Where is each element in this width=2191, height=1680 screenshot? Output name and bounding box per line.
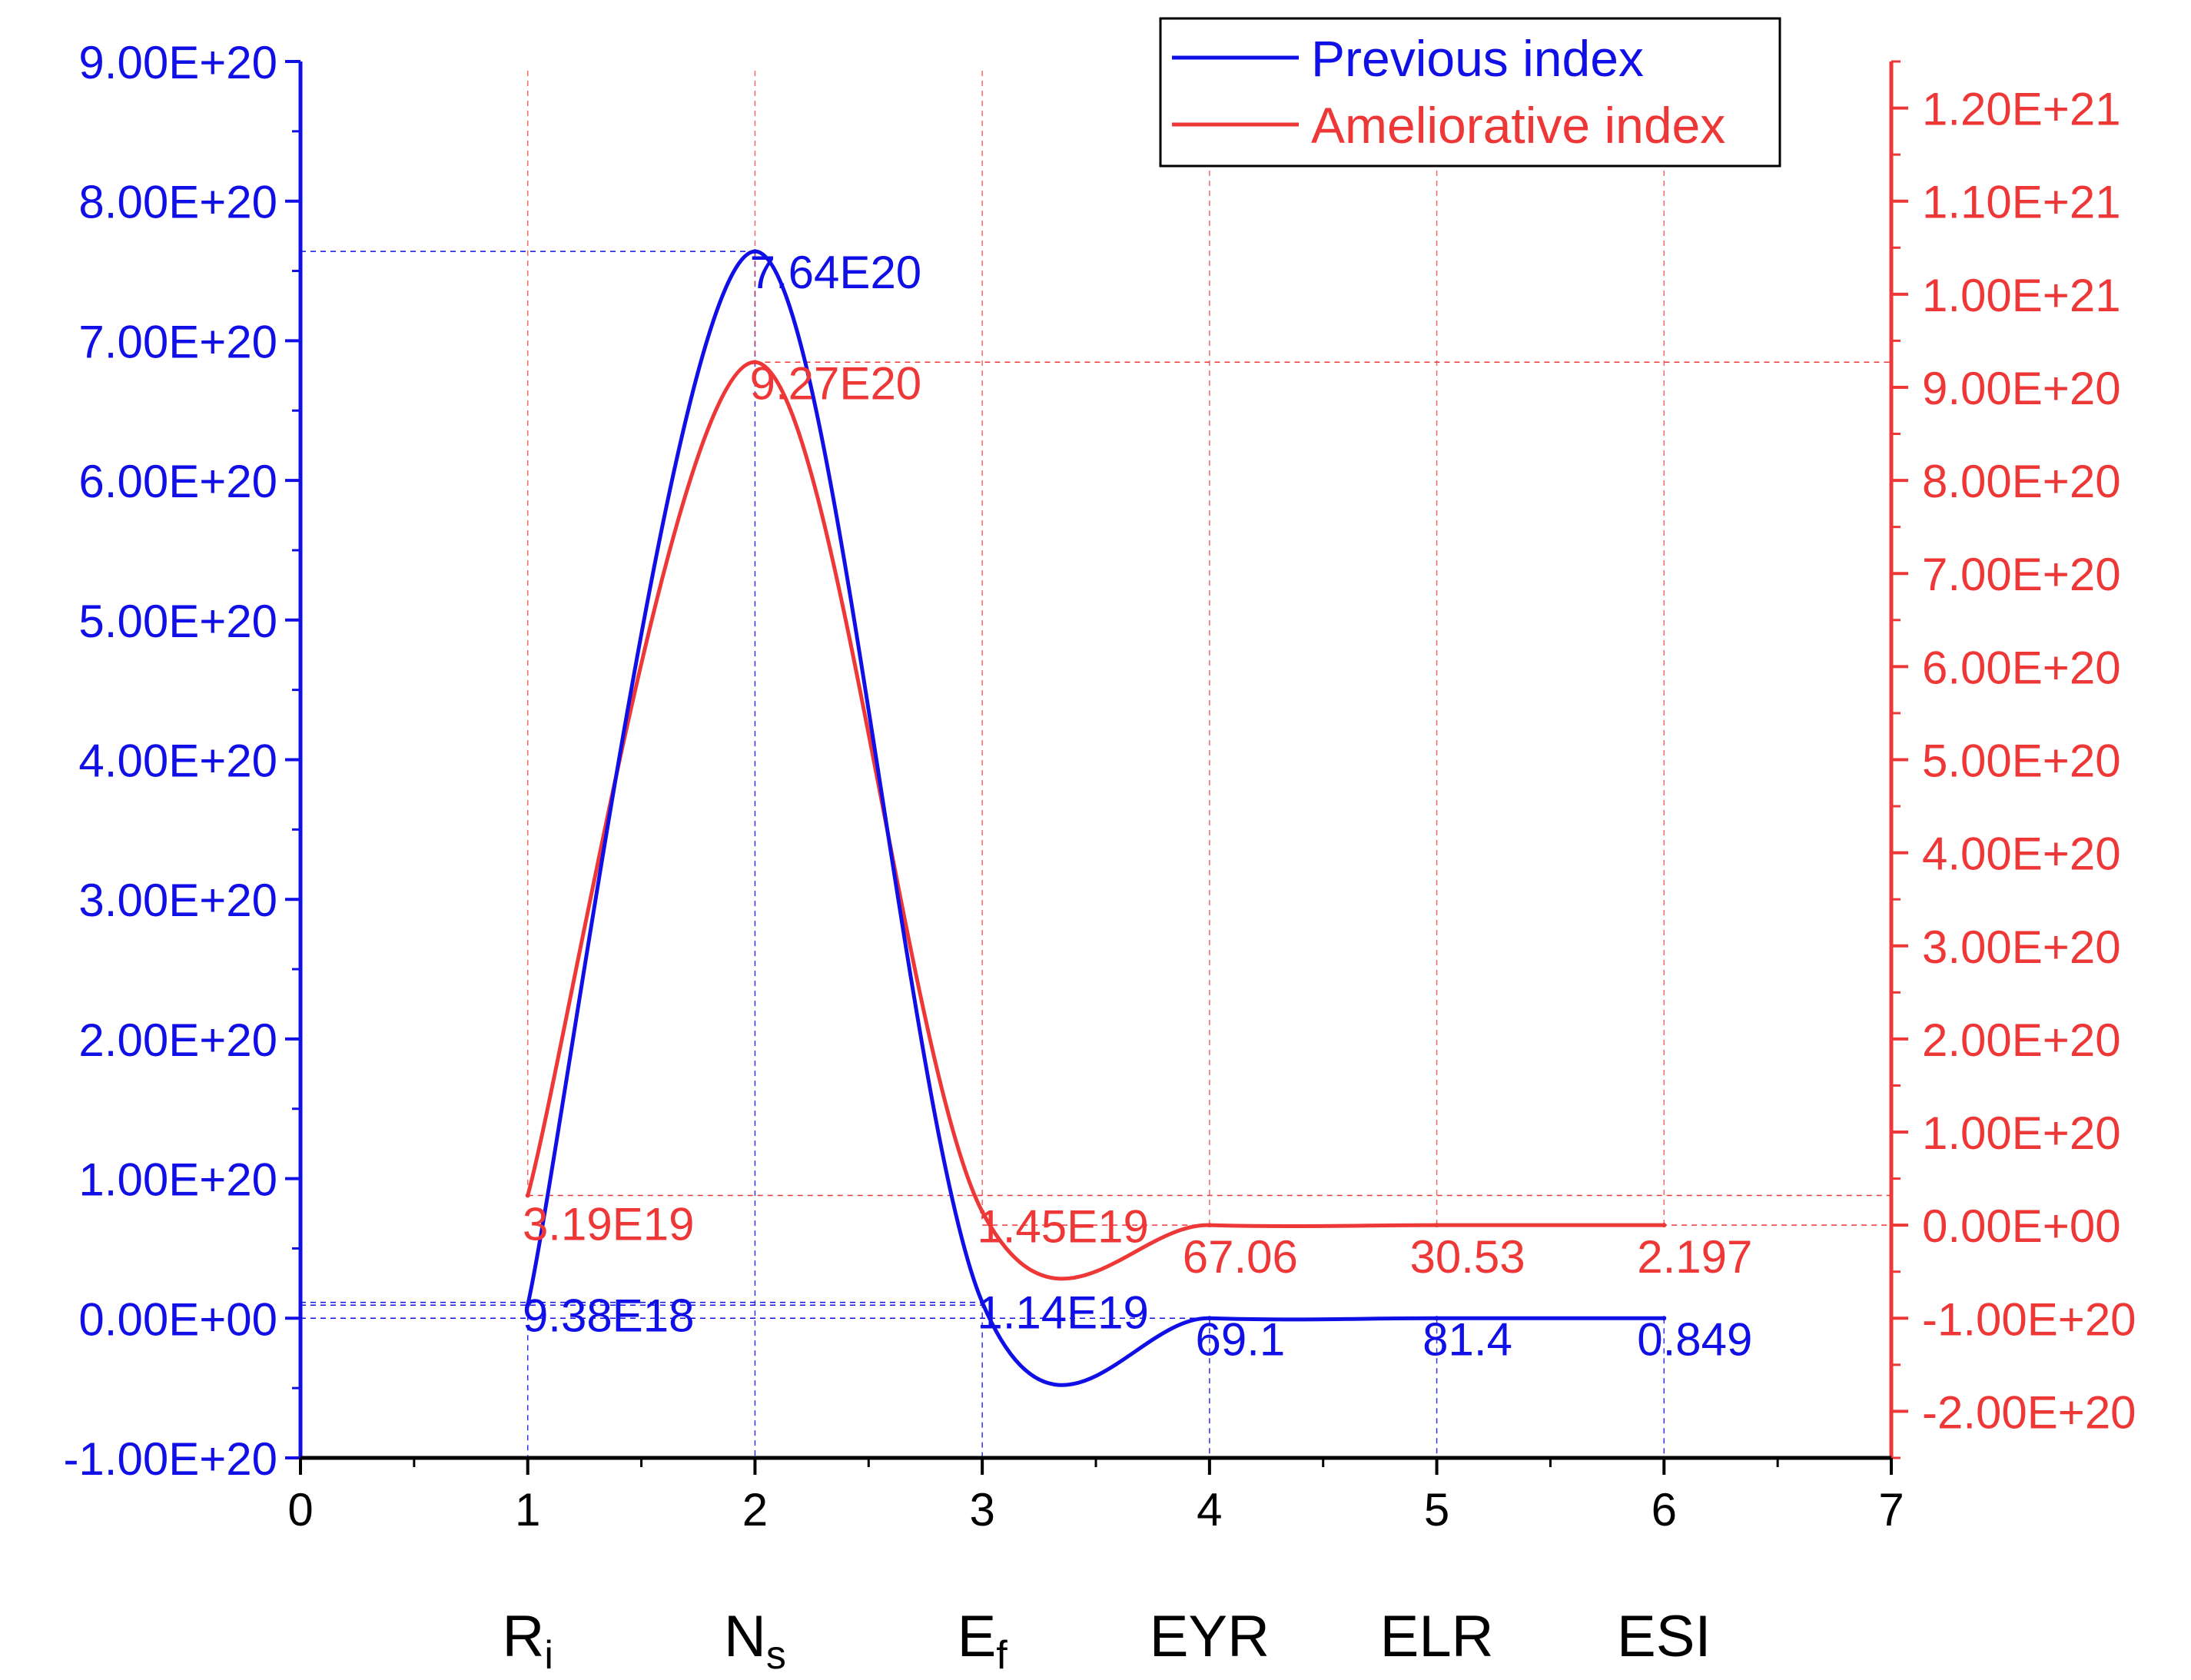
y-left-tick-label: 6.00E+20 <box>78 456 277 507</box>
data-label-ameliorative: 1.45E19 <box>977 1201 1149 1253</box>
legend-label-previous: Previous index <box>1311 30 1644 87</box>
y-left-tick-label: 3.00E+20 <box>78 875 277 926</box>
y-right-tick-label: 1.20E+21 <box>1922 84 2121 135</box>
data-label-ameliorative: 9.27E20 <box>750 357 922 409</box>
category-label-base: N <box>723 1604 766 1669</box>
y-right-tick-label: 6.00E+20 <box>1922 642 2121 693</box>
x-tick-label: 2 <box>742 1484 768 1536</box>
data-point-ameliorative <box>1662 1223 1667 1228</box>
data-label-previous: 9.38E18 <box>523 1290 695 1341</box>
data-label-ameliorative: 3.19E19 <box>523 1199 695 1250</box>
category-label-base: E <box>957 1604 997 1669</box>
x-tick-label: 0 <box>287 1484 313 1536</box>
y-right-tick-label: -1.00E+20 <box>1922 1293 2136 1345</box>
y-right-tick-label: 1.00E+20 <box>1922 1107 2121 1159</box>
data-label-ameliorative: 30.53 <box>1409 1231 1525 1283</box>
legend: Previous index Ameliorative index <box>1159 17 1781 168</box>
x-tick-label: 6 <box>1652 1484 1677 1536</box>
category-label-base: EYR <box>1149 1604 1270 1669</box>
category-label-base: ELR <box>1379 1604 1494 1669</box>
y-left-tick-label: 7.00E+20 <box>78 316 277 367</box>
y-left-tick-label: 0.00E+00 <box>78 1293 277 1345</box>
y-right-tick-label: 4.00E+20 <box>1922 828 2121 880</box>
data-point-previous <box>1434 1316 1439 1321</box>
data-label-ameliorative: 67.06 <box>1183 1231 1298 1283</box>
y-right-tick-label: -2.00E+20 <box>1922 1386 2136 1438</box>
y-right-tick-label: 1.00E+21 <box>1922 270 2121 321</box>
y-right-tick-label: 8.00E+20 <box>1922 456 2121 507</box>
x-tick-label: 7 <box>1878 1484 1904 1536</box>
data-point-previous <box>1207 1316 1212 1321</box>
y-left-tick-label: 9.00E+20 <box>78 37 277 88</box>
y-left-tick-label: 2.00E+20 <box>78 1014 277 1066</box>
data-label-previous: 7.64E20 <box>750 247 922 298</box>
data-point-previous <box>752 249 758 254</box>
category-label: ELR <box>1380 1608 1494 1666</box>
category-label: EYR <box>1150 1608 1270 1666</box>
category-label: ESI <box>1617 1608 1711 1666</box>
data-label-previous: 0.849 <box>1637 1313 1752 1365</box>
y-right-tick-label: 3.00E+20 <box>1922 921 2121 973</box>
y-right-tick-label: 7.00E+20 <box>1922 549 2121 600</box>
x-tick-label: 5 <box>1424 1484 1449 1536</box>
category-label-base: R <box>502 1604 545 1669</box>
legend-label-ameliorative: Ameliorative index <box>1311 97 1725 154</box>
category-label-subscript: i <box>544 1633 553 1678</box>
data-point-previous <box>980 1300 985 1305</box>
y-right-tick-label: 1.10E+21 <box>1922 177 2121 228</box>
data-label-previous: 1.14E19 <box>977 1287 1149 1339</box>
category-label-base: ESI <box>1617 1604 1711 1669</box>
data-point-ameliorative <box>525 1193 530 1198</box>
y-left-tick-label: 8.00E+20 <box>78 177 277 228</box>
data-point-previous <box>1662 1316 1667 1321</box>
data-point-previous <box>525 1303 530 1308</box>
y-left-tick-label: 4.00E+20 <box>78 735 277 787</box>
x-tick-label: 4 <box>1197 1484 1222 1536</box>
guide-lines <box>300 71 1891 1458</box>
category-label: Ri <box>502 1608 553 1678</box>
y-right-tick-label: 2.00E+20 <box>1922 1014 2121 1066</box>
data-labels: 9.38E18 3.19E19 7.64E20 9.27E20 1.14E19 1.45E… <box>523 247 1752 1365</box>
y-left-tick-label: -1.00E+20 <box>63 1433 277 1485</box>
series-line-ameliorative <box>526 360 1665 1281</box>
category-label-subscript: f <box>996 1633 1008 1678</box>
x-tick-label: 1 <box>515 1484 540 1536</box>
y-left-tick-label: 1.00E+20 <box>78 1154 277 1206</box>
data-label-previous: 81.4 <box>1422 1313 1512 1365</box>
y-right-tick-label: 9.00E+20 <box>1922 363 2121 414</box>
y-right-tick-label: 0.00E+00 <box>1922 1200 2121 1252</box>
y-left-tick-label: 5.00E+20 <box>78 596 277 647</box>
series-line-previous <box>526 249 1665 1387</box>
series <box>525 249 1667 1387</box>
legend-box <box>1159 17 1781 168</box>
data-point-ameliorative <box>980 1209 985 1214</box>
axes: -1.00E+20 0.00E+00 1.00E+20 2.00E+20 3.00E+2… <box>63 37 2136 1536</box>
category-label-subscript: s <box>765 1633 786 1678</box>
category-label: Ef <box>958 1608 1008 1678</box>
category-label: Ns <box>724 1608 786 1678</box>
data-point-ameliorative <box>1434 1223 1439 1228</box>
y-right-tick-label: 5.00E+20 <box>1922 735 2121 787</box>
x-tick-label: 3 <box>969 1484 994 1536</box>
data-label-previous: 69.1 <box>1195 1313 1285 1365</box>
data-point-ameliorative <box>752 360 758 365</box>
data-label-ameliorative: 2.197 <box>1637 1231 1752 1283</box>
data-point-ameliorative <box>1207 1223 1212 1228</box>
